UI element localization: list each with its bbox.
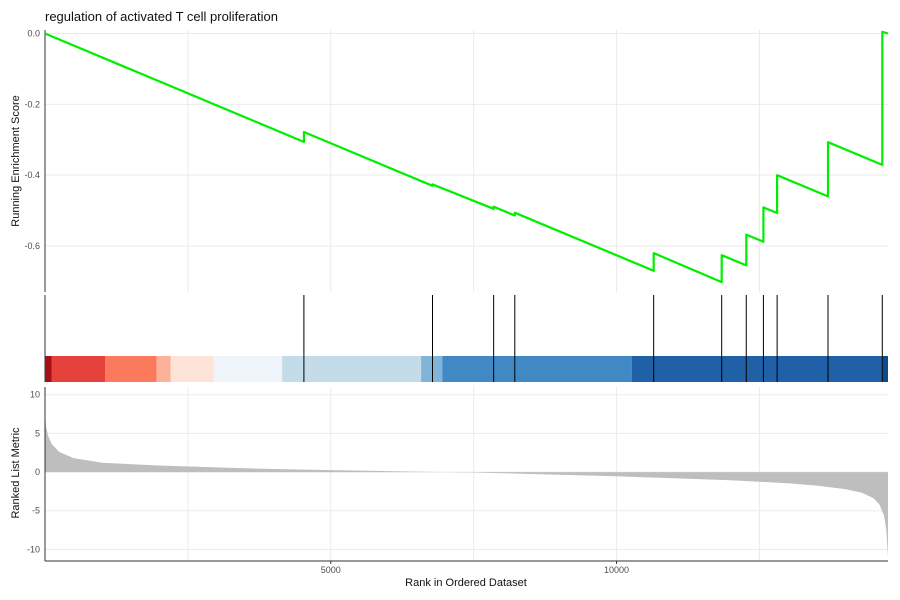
ranked-metric-area <box>45 414 888 558</box>
rank-color-segment <box>51 356 106 382</box>
rank-color-segment <box>213 356 283 382</box>
y-tick-label: 10 <box>30 390 40 400</box>
running-score-panel: 0.0 -0.2 -0.4 -0.6 <box>24 29 889 292</box>
ranked-metric-panel: 10 5 0 -5 -10 5000 10000 <box>27 387 888 575</box>
ranked-metric-axis-title: Ranked List Metric <box>10 427 22 519</box>
x-tick-label: 5000 <box>321 565 341 575</box>
rank-color-segment <box>45 356 52 382</box>
y-tick-label: 5 <box>35 428 40 438</box>
rank-color-segment <box>421 356 443 382</box>
y-tick-label: -0.4 <box>24 170 40 180</box>
rank-color-segment <box>105 356 157 382</box>
rank-color-segment <box>442 356 632 382</box>
rank-color-segment <box>282 356 422 382</box>
rank-color-segment <box>156 356 171 382</box>
y-tick-label: -10 <box>27 544 40 554</box>
gene-hit-panel <box>44 295 888 382</box>
y-tick-label: -0.2 <box>24 99 40 109</box>
chart-title: regulation of activated T cell prolifera… <box>45 9 278 24</box>
rank-color-segment <box>631 356 883 382</box>
y-tick-label: -5 <box>32 506 40 516</box>
running-score-line <box>44 30 889 284</box>
y-tick-label: 0.0 <box>27 29 40 39</box>
running-score-axis-title: Running Enrichment Score <box>10 95 22 226</box>
y-tick-label: 0 <box>35 467 40 477</box>
rank-color-segment <box>882 356 888 382</box>
rank-color-segment <box>170 356 214 382</box>
x-axis-title: Rank in Ordered Dataset <box>405 577 527 589</box>
x-tick-label: 10000 <box>604 565 629 575</box>
y-tick-label: -0.6 <box>24 241 40 251</box>
